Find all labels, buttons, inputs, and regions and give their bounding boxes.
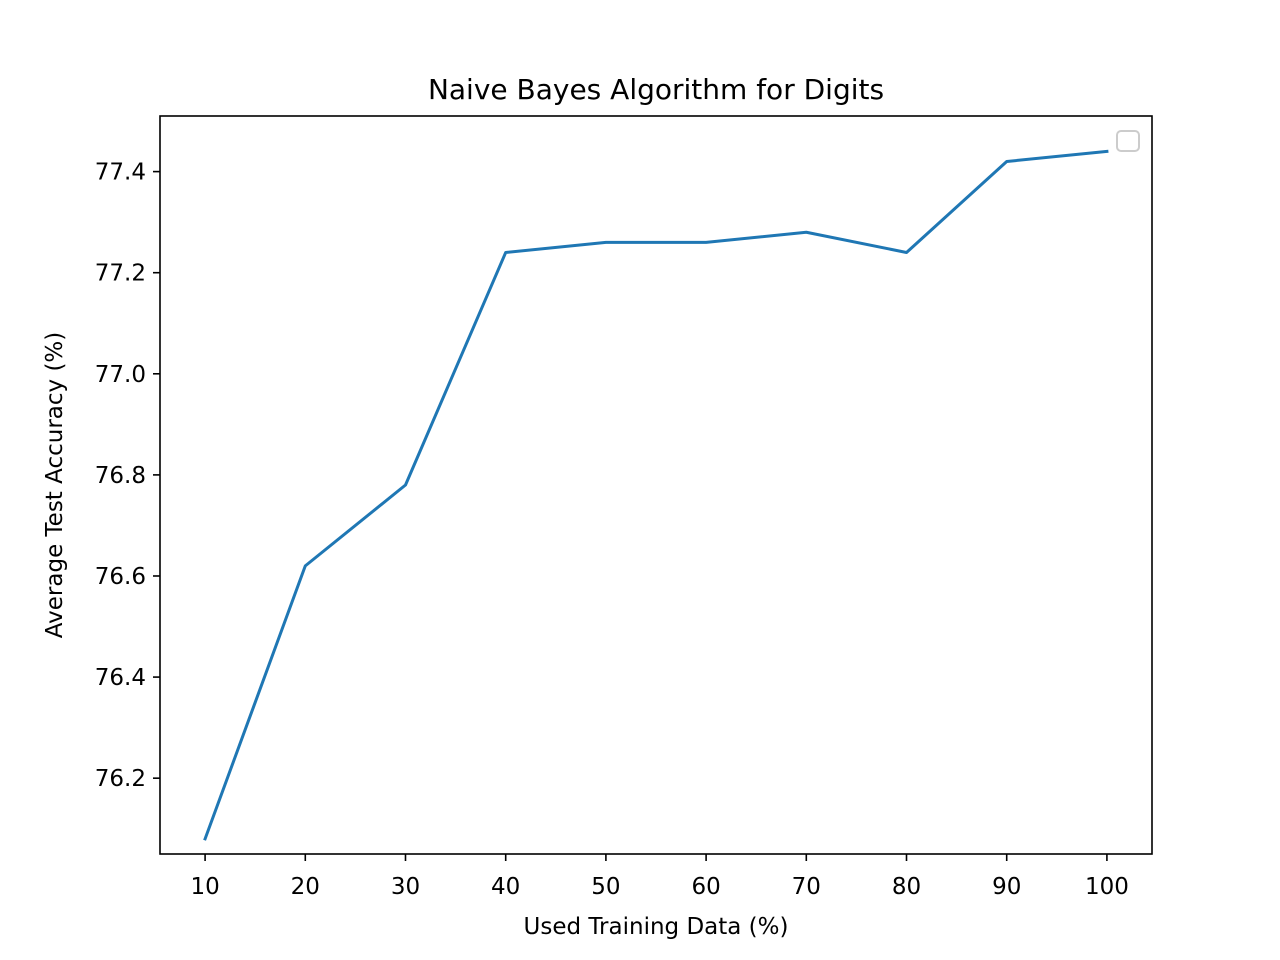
y-tick-label: 77.2 — [95, 261, 146, 287]
x-tick-label: 90 — [992, 874, 1021, 900]
y-axis-label: Average Test Accuracy (%) — [42, 332, 68, 638]
y-tick-label: 76.6 — [95, 564, 146, 590]
x-axis-label: Used Training Data (%) — [524, 914, 789, 940]
y-tick-label: 77.4 — [95, 160, 146, 186]
x-tick-label: 80 — [892, 874, 921, 900]
chart-title: Naive Bayes Algorithm for Digits — [428, 73, 884, 106]
x-tick-label: 100 — [1085, 874, 1129, 900]
y-tick-label: 76.8 — [95, 463, 146, 489]
y-tick-label: 76.2 — [95, 766, 146, 792]
y-axis: 76.2 76.4 76.6 76.8 77.0 77.2 77.4 — [95, 160, 160, 792]
series-line-0 — [203, 149, 1109, 841]
x-tick-label: 20 — [291, 874, 320, 900]
x-axis: 10 20 30 40 50 60 70 80 90 100 — [190, 854, 1129, 900]
plot-area — [159, 115, 1153, 855]
x-tick-label: 60 — [691, 874, 720, 900]
x-tick-label: 30 — [391, 874, 420, 900]
y-tick-label: 76.4 — [95, 665, 146, 691]
x-tick-label: 50 — [591, 874, 620, 900]
x-tick-label: 70 — [792, 874, 821, 900]
legend — [1116, 130, 1140, 152]
y-tick-label: 77.0 — [95, 362, 146, 388]
axes-frame — [159, 115, 1153, 855]
x-tick-label: 10 — [190, 874, 219, 900]
x-tick-label: 40 — [491, 874, 520, 900]
legend-box — [1116, 130, 1140, 152]
